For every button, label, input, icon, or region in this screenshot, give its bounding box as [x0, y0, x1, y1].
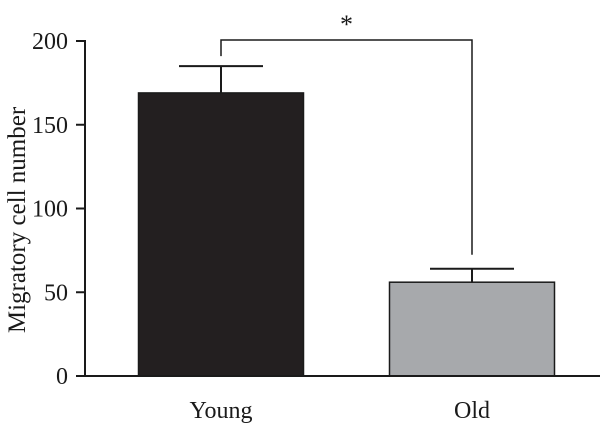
- y-axis-title: Migratory cell number: [4, 106, 31, 333]
- bar-old: [388, 281, 556, 377]
- y-tick-label: 200: [32, 29, 68, 55]
- error-bars-group: [179, 65, 514, 283]
- y-axis-ticks: 0 50 100 150 200: [32, 29, 85, 390]
- y-tick-label: 50: [44, 280, 68, 306]
- x-axis-labels: Young Old: [190, 398, 490, 424]
- y-tick-label: 0: [56, 364, 68, 390]
- bars-group: [137, 92, 556, 377]
- bar-young: [137, 92, 305, 377]
- y-tick-label: 150: [32, 113, 68, 139]
- y-tick-label: 100: [32, 197, 68, 223]
- significance-bracket: *: [220, 10, 473, 255]
- x-tick-label-young: Young: [190, 398, 253, 424]
- significance-star: *: [340, 10, 353, 39]
- x-tick-label-old: Old: [454, 398, 490, 424]
- significance-line: [220, 39, 473, 255]
